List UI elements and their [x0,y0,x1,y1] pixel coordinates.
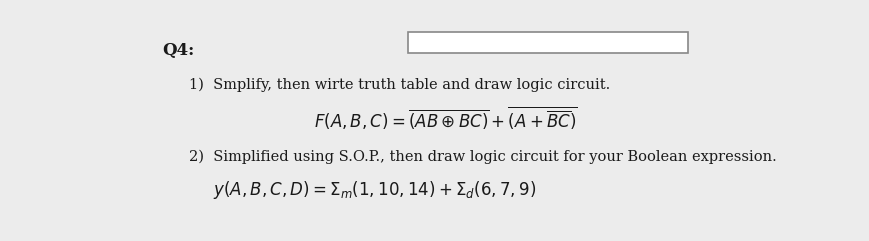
Text: Q4:: Q4: [163,42,195,59]
Text: $\mathit{F}(\mathit{A},\mathit{B},\mathit{C}) = \overline{(\mathit{AB}\oplus\mat: $\mathit{F}(\mathit{A},\mathit{B},\mathi… [314,104,577,132]
Text: 1)  Smplify, then wirte truth table and draw logic circuit.: 1) Smplify, then wirte truth table and d… [189,77,611,92]
FancyBboxPatch shape [408,32,688,53]
Text: $\mathit{y}(\mathit{A},\mathit{B},\mathit{C},\mathit{D}) = \Sigma_m(1,10,14) + \: $\mathit{y}(\mathit{A},\mathit{B},\mathi… [213,179,536,201]
Text: 2)  Simplified using S.O.P., then draw logic circuit for your Boolean expression: 2) Simplified using S.O.P., then draw lo… [189,149,777,164]
